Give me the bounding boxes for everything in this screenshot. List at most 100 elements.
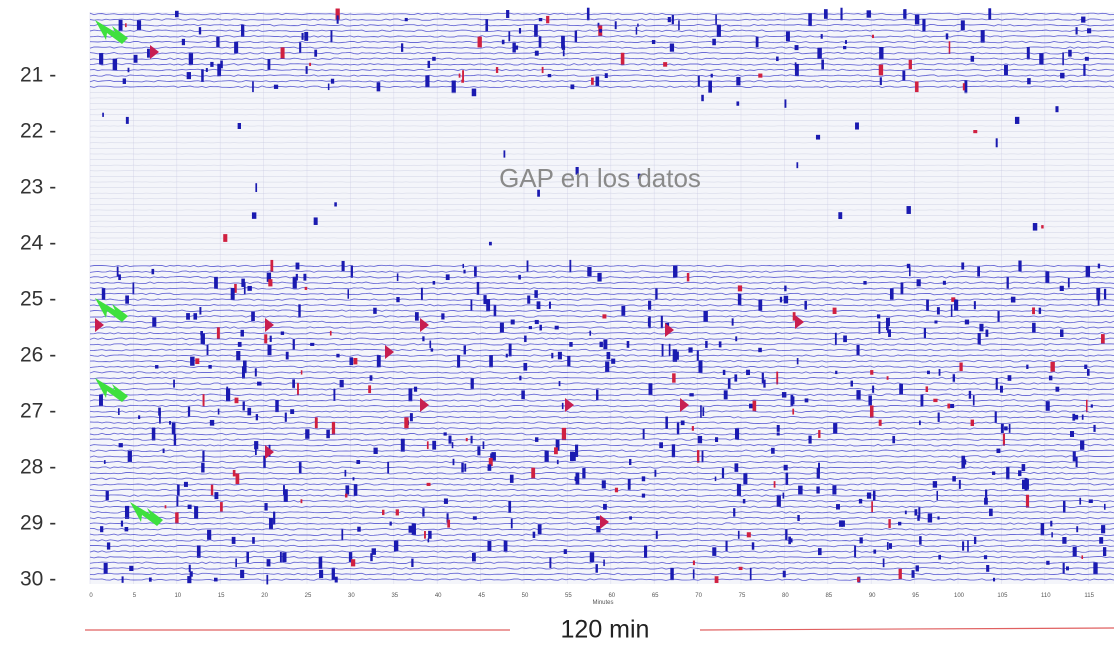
event-spike	[336, 353, 340, 358]
event-spike	[698, 360, 703, 373]
event-spike	[490, 453, 494, 460]
trace-line	[89, 449, 1114, 453]
event-spike	[995, 377, 998, 390]
event-spike	[898, 568, 902, 580]
event-spike	[1062, 52, 1064, 66]
event-spike	[676, 422, 680, 435]
event-spike	[792, 396, 795, 405]
event-spike	[796, 358, 799, 365]
event-spike	[869, 405, 874, 418]
event-spike	[903, 9, 907, 19]
event-spike	[964, 319, 970, 325]
event-spike	[1066, 566, 1069, 571]
event-spike	[663, 62, 668, 67]
event-spike	[462, 70, 464, 81]
event-spike	[670, 567, 674, 581]
event-spike	[642, 429, 645, 439]
trace-line	[89, 270, 1114, 273]
event-spike	[432, 440, 437, 450]
event-spike	[647, 317, 651, 327]
event-spike	[1006, 277, 1009, 289]
event-spike	[329, 330, 332, 336]
event-spike	[284, 412, 287, 422]
event-spike	[255, 446, 257, 456]
event-spike	[527, 295, 531, 304]
event-spike	[443, 498, 448, 504]
event-spike	[696, 350, 699, 361]
event-spike	[470, 299, 473, 311]
event-spike	[476, 281, 480, 295]
x-tick-label: 85	[825, 593, 832, 599]
event-spike	[734, 374, 738, 382]
event-spike	[483, 295, 487, 305]
event-spike	[603, 339, 608, 350]
event-spike	[266, 559, 271, 567]
event-spike	[736, 483, 741, 497]
event-spike	[870, 370, 874, 375]
event-spike	[710, 73, 713, 78]
event-spike	[915, 565, 919, 572]
event-spike	[495, 67, 499, 73]
event-spike	[521, 390, 525, 400]
event-spike	[254, 441, 259, 450]
event-spike	[651, 39, 656, 45]
arrow	[95, 378, 128, 402]
event-spike	[950, 403, 955, 409]
event-spike	[301, 32, 304, 40]
event-spike	[888, 519, 891, 529]
x-tick-label: 115	[1084, 593, 1094, 599]
trace-line	[89, 275, 1114, 279]
event-spike	[102, 112, 104, 117]
event-spike	[1021, 464, 1026, 472]
large-event	[150, 45, 159, 59]
x-tick-label: 15	[218, 593, 225, 599]
event-spike	[838, 212, 843, 220]
event-spike	[217, 408, 220, 415]
event-spike	[349, 357, 354, 366]
event-spike	[574, 30, 578, 43]
event-spike	[537, 189, 540, 197]
event-spike	[214, 276, 218, 289]
trace-line	[89, 303, 1114, 307]
event-spike	[242, 401, 245, 411]
event-spike	[995, 138, 998, 148]
event-spike	[331, 422, 336, 435]
event-spike	[155, 365, 159, 369]
hour-label: 30 -	[20, 568, 56, 591]
event-spike	[351, 559, 356, 567]
event-spike	[627, 478, 631, 490]
event-spike	[660, 315, 663, 329]
gap-annotation: GAP en los datos	[499, 163, 701, 193]
event-spike	[120, 520, 124, 527]
event-spike	[539, 324, 542, 331]
event-spike	[524, 335, 527, 343]
event-spike	[489, 355, 493, 368]
event-spike	[635, 26, 638, 35]
event-spike	[472, 553, 476, 562]
event-spike	[195, 358, 200, 365]
event-spike	[641, 476, 646, 482]
event-spike	[534, 319, 539, 325]
event-spike	[252, 81, 254, 93]
event-spike	[551, 352, 554, 359]
event-spike	[602, 314, 607, 319]
event-spike	[742, 498, 746, 504]
event-spike	[177, 484, 180, 496]
event-spike	[888, 543, 893, 549]
event-spike	[927, 513, 933, 523]
event-spike	[382, 509, 385, 516]
event-spike	[804, 398, 809, 403]
event-spike	[1038, 307, 1042, 314]
event-spike	[962, 83, 965, 91]
event-spike	[200, 333, 205, 345]
trace-line	[89, 443, 1114, 447]
x-tick-label: 25	[305, 593, 312, 599]
event-spike	[477, 446, 481, 456]
event-spike	[960, 20, 965, 31]
event-spike	[850, 380, 853, 387]
trace-line	[89, 309, 1114, 313]
event-spike	[563, 549, 567, 554]
event-spike	[1060, 329, 1064, 337]
event-spike	[147, 48, 150, 58]
x-tick-label: 10	[174, 593, 181, 599]
